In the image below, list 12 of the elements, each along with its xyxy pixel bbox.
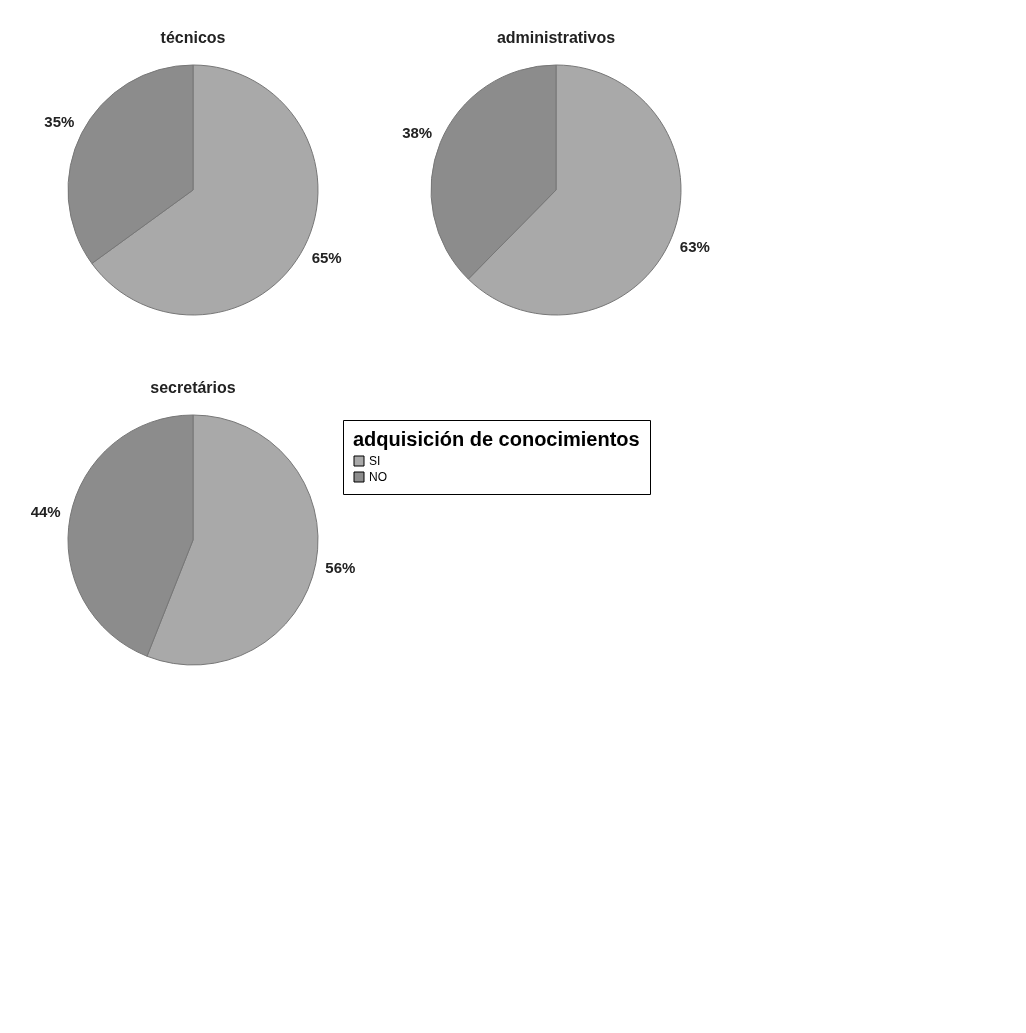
data-label: 63% (679, 237, 710, 255)
data-label: 38% (402, 124, 433, 142)
data-label: 35% (44, 112, 75, 130)
legend-title: adquisición de conocimientos (353, 428, 640, 450)
chart-title: técnicos (160, 29, 226, 46)
chart-title: secretários (150, 379, 236, 396)
data-label: 56% (325, 559, 356, 577)
legend-label: NO (369, 470, 387, 484)
legend-label: SI (369, 454, 381, 468)
chart-title: administrativos (496, 29, 616, 46)
data-label: 65% (311, 249, 342, 267)
data-label: 44% (30, 502, 61, 520)
